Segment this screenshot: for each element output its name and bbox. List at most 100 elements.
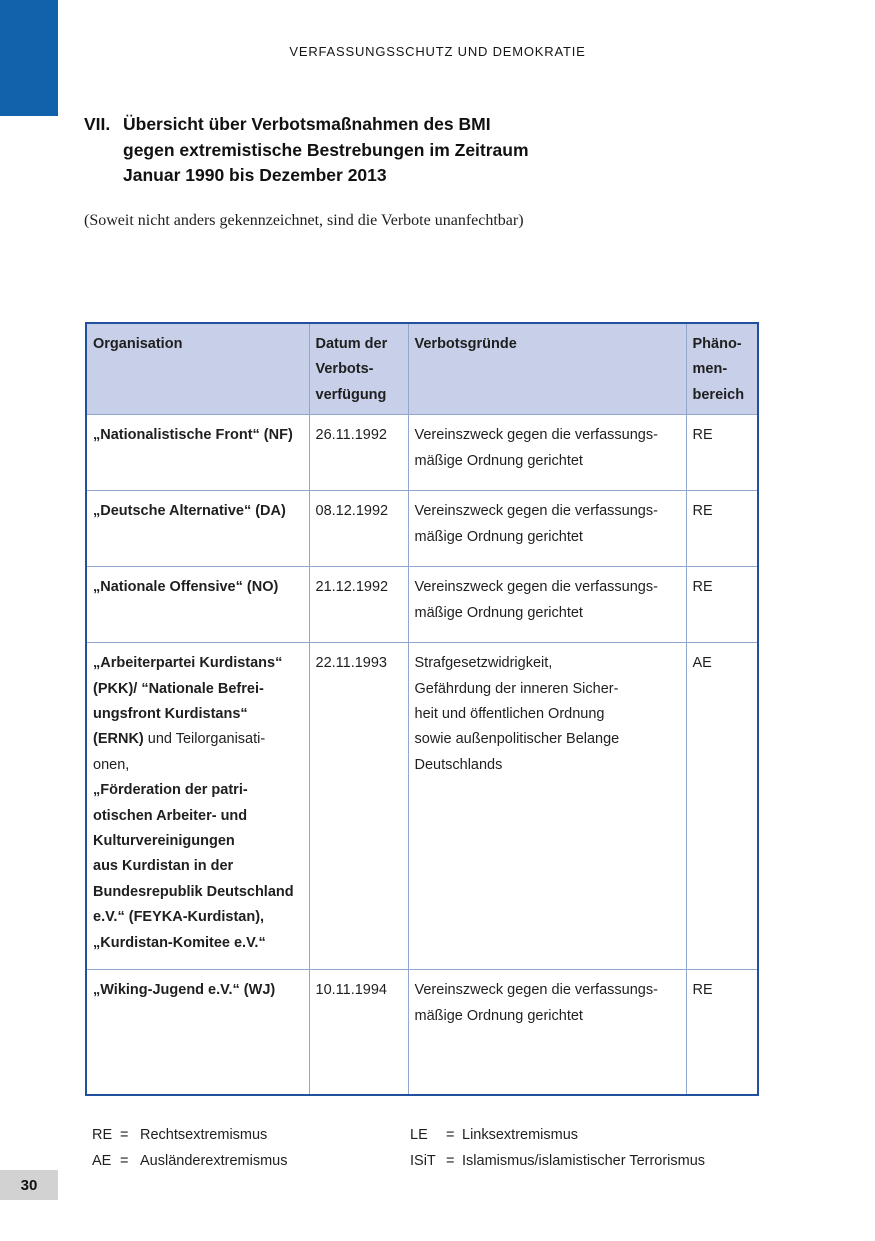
- legend-abbr: LE: [410, 1127, 428, 1143]
- legend-eq: =: [446, 1153, 455, 1169]
- col-header-area: Phäno-men-bereich: [685, 322, 759, 416]
- organisation-text: otischen Arbeiter- und: [93, 807, 248, 824]
- organisation-text: „Kurdistan-Komitee e.V.“: [93, 934, 266, 951]
- cell-organisation: „Nationalistische Front“ (NF): [85, 414, 310, 492]
- legend-label: Linksextremismus: [462, 1127, 579, 1143]
- legend-eq: =: [446, 1127, 455, 1143]
- organisation-line: onen,: [93, 753, 304, 778]
- organisation-text: „Arbeiterpartei Kurdistans“: [93, 655, 283, 672]
- reasons-line: mäßige Ordnung gerichtet: [414, 528, 583, 545]
- table-header-row: Organisation Datum der Verbots-verfügung …: [85, 322, 759, 416]
- organisation-line: (PKK)/ “Nationale Befrei-: [93, 677, 304, 702]
- cell-area: RE: [685, 566, 759, 644]
- legend-item: ISiT = Islamismus/islamistischer Terrorism…: [410, 1148, 705, 1174]
- organisation-text: und Teilorganisati-: [143, 731, 266, 748]
- table-row: „Deutsche Alternative“ (DA) 08.12.1992 Ver…: [85, 490, 759, 568]
- table-row: „Nationale Offensive“ (NO) 21.12.1992 Vere…: [85, 566, 759, 644]
- organisation-text: e.V.“ (FEYKA-Kurdistan),: [93, 909, 265, 926]
- page-title-line: Übersicht über Verbotsmaßnahmen des BMI: [123, 114, 491, 134]
- legend-label: Rechtsextremismus: [140, 1127, 268, 1143]
- legend-label: Islamismus/islamistischer Terrorismus: [462, 1153, 706, 1169]
- col-header-line: Organisation: [93, 336, 183, 352]
- cell-date: 10.11.1994: [308, 969, 409, 1096]
- legend-abbr: AE: [92, 1153, 112, 1169]
- col-header-date: Datum der Verbots-verfügung: [308, 322, 409, 416]
- col-header-line: Phäno-: [692, 336, 742, 352]
- organisation-text: ungsfront Kurdistans“: [93, 706, 248, 723]
- organisation-text: „Wiking-Jugend e.V.“ (WJ): [93, 982, 276, 999]
- organisation-text: Bundesrepublik Deutschland: [93, 883, 294, 900]
- cell-organisation: „Deutsche Alternative“ (DA): [85, 490, 310, 568]
- cell-organisation: „Arbeiterpartei Kurdistans“ (PKK)/ “Natio…: [85, 642, 310, 971]
- table-row: „Nationalistische Front“ (NF) 26.11.1992 V…: [85, 414, 759, 492]
- col-header-line: Verbotsgründe: [414, 336, 517, 352]
- organisation-text: „Nationalistische Front“ (NF): [93, 427, 293, 444]
- page-title-line: Januar 1990 bis Dezember 2013: [123, 165, 387, 185]
- reasons-line: Gefährdung der inneren Sicher-: [414, 680, 619, 697]
- organisation-line: (ERNK) und Teilorganisati-: [93, 727, 304, 752]
- page-title-lines: Übersicht über Verbotsmaßnahmen des BMI …: [123, 112, 529, 189]
- organisation-line: ungsfront Kurdistans“: [93, 702, 304, 727]
- legend-item: LE = Linksextremismus: [410, 1122, 705, 1148]
- legend-eq: =: [120, 1153, 129, 1169]
- reasons-line: mäßige Ordnung gerichtet: [414, 604, 583, 621]
- col-header-organisation: Organisation: [85, 322, 310, 416]
- page-number: 30: [20, 1176, 38, 1194]
- organisation-text: „Förderation der patri-: [93, 782, 248, 799]
- organisation-line: Kulturvereinigungen: [93, 829, 304, 854]
- organisation-text: „Deutsche Alternative“ (DA): [93, 503, 286, 520]
- organisation-line: Bundesrepublik Deutschland: [93, 880, 304, 905]
- col-header-line: Datum der: [315, 336, 388, 352]
- running-head: VERFASSUNGSSCHUTZ UND DEMOKRATIE: [289, 44, 586, 59]
- organisation-line: „Arbeiterpartei Kurdistans“: [93, 651, 304, 676]
- cell-organisation: „Wiking-Jugend e.V.“ (WJ): [85, 969, 310, 1096]
- reasons-line: sowie außenpolitischer Belange: [414, 731, 620, 748]
- organisation-text: „Nationale Offensive“ (NO): [93, 579, 279, 596]
- reasons-line: Strafgesetzwidrigkeit,: [414, 655, 553, 672]
- page-title: VII. Übersicht über Verbotsmaßnahmen des…: [84, 112, 529, 189]
- legend: RE = Rechtsextremismus LE = Linksextremismus A…: [92, 1122, 705, 1174]
- reasons-line: Vereinszweck gegen die verfassungs-: [414, 427, 658, 444]
- cell-reasons: Strafgesetzwidrigkeit, Gefährdung der inn…: [407, 642, 687, 971]
- organisation-text: (ERNK): [93, 731, 144, 748]
- organisation-line: e.V.“ (FEYKA-Kurdistan),: [93, 905, 304, 930]
- table-row: „Arbeiterpartei Kurdistans“ (PKK)/ “Natio…: [85, 642, 759, 971]
- cell-date: 21.12.1992: [308, 566, 409, 644]
- col-header-reasons: Verbotsgründe: [407, 322, 687, 416]
- cell-date: 22.11.1993: [308, 642, 409, 971]
- page-title-number: VII.: [84, 114, 111, 134]
- organisation-text: aus Kurdistan in der: [93, 858, 234, 875]
- reasons-line: Vereinszweck gegen die verfassungs-: [414, 503, 658, 520]
- page-title-line: gegen extremistische Bestrebungen im Zei…: [123, 139, 529, 160]
- legend-abbr: ISiT: [410, 1153, 436, 1169]
- cell-date: 26.11.1992: [308, 414, 409, 492]
- organisation-line: „Kurdistan-Komitee e.V.“: [93, 931, 304, 956]
- legend-abbr: RE: [92, 1127, 113, 1143]
- cell-area: RE: [685, 969, 759, 1096]
- col-header-line: Verbots-: [315, 361, 374, 378]
- organisation-line: „Nationalistische Front“ (NF): [93, 423, 304, 448]
- organisation-line: aus Kurdistan in der: [93, 854, 304, 879]
- cell-reasons: Vereinszweck gegen die verfassungs-mäßig…: [407, 566, 687, 644]
- reasons-line: Deutschlands: [414, 756, 503, 773]
- legend-item: RE = Rechtsextremismus: [92, 1122, 410, 1148]
- organisation-text: (PKK)/ “Nationale Befrei-: [93, 680, 264, 697]
- organisation-line: „Deutsche Alternative“ (DA): [93, 499, 304, 524]
- corner-accent-block: [0, 0, 58, 116]
- table-row: „Wiking-Jugend e.V.“ (WJ) 10.11.1994 Verei…: [85, 969, 759, 1096]
- cell-date: 08.12.1992: [308, 490, 409, 568]
- organisation-text: onen,: [93, 756, 130, 773]
- reasons-line: mäßige Ordnung gerichtet: [414, 452, 583, 469]
- organisation-line: „Nationale Offensive“ (NO): [93, 575, 304, 600]
- col-header-line: verfügung: [315, 386, 387, 403]
- legend-item: AE = Ausländerextremismus: [92, 1148, 410, 1174]
- page-subtitle: (Soweit nicht anders gekennzeichnet, sin…: [84, 212, 524, 229]
- cell-area: RE: [685, 414, 759, 492]
- cell-reasons: Vereinszweck gegen die verfassungs-mäßig…: [407, 490, 687, 568]
- reasons-line: Vereinszweck gegen die verfassungs-: [414, 982, 658, 999]
- legend-label: Ausländerextremismus: [140, 1153, 288, 1169]
- organisation-text: Kulturvereinigungen: [93, 833, 235, 850]
- table-body: „Nationalistische Front“ (NF) 26.11.1992 V…: [85, 414, 759, 1096]
- col-header-line: men-: [692, 361, 728, 378]
- cell-reasons: Vereinszweck gegen die verfassungs-mäßig…: [407, 969, 687, 1096]
